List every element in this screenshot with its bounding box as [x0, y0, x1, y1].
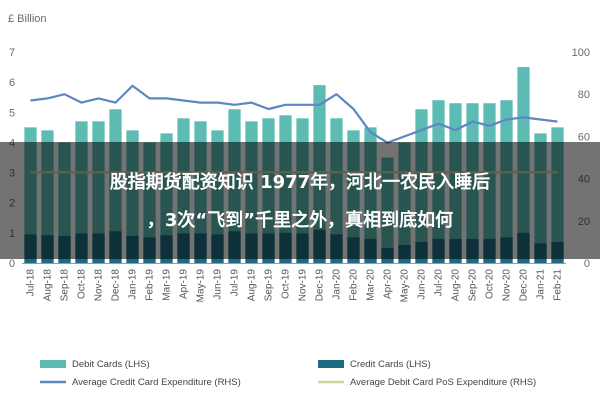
- overlay-band: [0, 142, 600, 259]
- overlay-headline-line1: 股指期货配资知识 1977年，河北一农民入睡后: [109, 171, 490, 193]
- left-y-tick-label: 6: [9, 77, 15, 89]
- x-tick-label: Oct-19: [281, 269, 292, 299]
- x-tick-label: Dec-18: [111, 269, 122, 302]
- x-tick-label: Mar-20: [366, 269, 377, 301]
- right-y-tick-label: 100: [572, 47, 590, 59]
- legend-debit-cards-label: Debit Cards (LHS): [72, 359, 150, 370]
- x-tick-label: Feb-20: [349, 269, 360, 301]
- x-tick-label: Apr-19: [179, 269, 190, 299]
- x-tick-label: Nov-20: [502, 269, 513, 302]
- x-tick-label: Jan-20: [332, 269, 343, 300]
- x-tick-label: Sep-20: [468, 269, 479, 302]
- x-tick-label: Jul-20: [434, 269, 445, 297]
- x-tick-label: Jun-19: [213, 269, 224, 300]
- x-tick-label: Aug-20: [451, 269, 462, 302]
- credit-expenditure-line: [30, 84, 558, 144]
- x-tick-label: Jul-18: [26, 269, 37, 297]
- left-y-tick-label: 7: [9, 47, 15, 59]
- x-tick-label: Nov-18: [94, 269, 105, 302]
- left-axis-unit-label: £ Billion: [8, 13, 47, 25]
- x-tick-label: Mar-19: [162, 269, 173, 301]
- x-tick-label: Jan-19: [128, 269, 139, 300]
- left-y-tick-label: 0: [9, 258, 15, 270]
- right-y-tick-label: 0: [584, 258, 590, 270]
- x-tick-label: Oct-18: [77, 269, 88, 299]
- x-tick-label: Aug-19: [247, 269, 258, 302]
- x-tick-label: Sep-18: [60, 269, 71, 302]
- legend-avg-credit-expenditure-label: Average Credit Card Expenditure (RHS): [72, 377, 241, 388]
- right-y-tick-label: 80: [578, 89, 590, 101]
- x-tick-label: Feb-21: [553, 269, 564, 301]
- x-tick-label: May-20: [400, 269, 411, 303]
- x-tick-label: Jan-21: [536, 269, 547, 300]
- overlay-headline-line2: ，3次“飞到”千里之外，真相到底如何: [147, 209, 453, 231]
- x-tick-label: Dec-19: [315, 269, 326, 302]
- left-y-tick-label: 5: [9, 107, 15, 119]
- legend-debit-cards-swatch: [40, 360, 66, 368]
- x-tick-label: Nov-19: [298, 269, 309, 302]
- x-tick-label: Feb-19: [145, 269, 156, 301]
- x-tick-label: Sep-19: [264, 269, 275, 302]
- x-tick-label: May-19: [196, 269, 207, 303]
- x-tick-label: Aug-18: [43, 269, 54, 302]
- x-tick-label: Jul-19: [230, 269, 241, 297]
- legend-credit-cards-label: Credit Cards (LHS): [350, 359, 431, 370]
- x-tick-label: Oct-20: [485, 269, 496, 299]
- legend-avg-debit-pos-expenditure-label: Average Debit Card PoS Expenditure (RHS): [350, 377, 536, 388]
- right-y-tick-label: 60: [578, 131, 590, 143]
- x-tick-label: Dec-20: [519, 269, 530, 302]
- x-tick-label: Apr-20: [383, 269, 394, 299]
- legend-credit-cards-swatch: [318, 360, 344, 368]
- x-tick-label: Jun-20: [417, 269, 428, 300]
